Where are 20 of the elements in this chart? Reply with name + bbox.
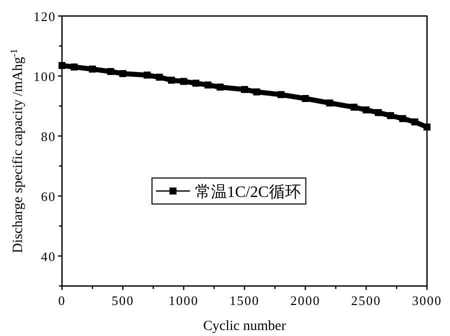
x-axis-title: Cyclic number: [203, 319, 286, 334]
x-tick-label: 1500: [230, 293, 260, 308]
y-tick-label: 40: [41, 249, 56, 264]
x-tick-label: 1000: [168, 293, 199, 308]
point: [362, 106, 370, 114]
y-tick-label: 80: [41, 129, 56, 144]
x-tick-label: 0: [58, 293, 66, 308]
y-tick-label: 120: [34, 9, 56, 24]
point: [399, 115, 406, 122]
y-tick-label: 100: [34, 69, 56, 84]
legend-label: 常温1C/2C循环: [195, 183, 301, 201]
point: [411, 118, 418, 126]
point: [424, 124, 430, 130]
x-tick-label: 500: [112, 293, 134, 308]
x-tick-label: 2500: [351, 293, 382, 308]
legend: 常温1C/2C循环: [152, 178, 306, 204]
point: [58, 62, 66, 69]
y-tick-label: 60: [41, 189, 56, 204]
x-tick-label: 2000: [290, 293, 320, 308]
x-tick-label: 3000: [412, 293, 442, 308]
